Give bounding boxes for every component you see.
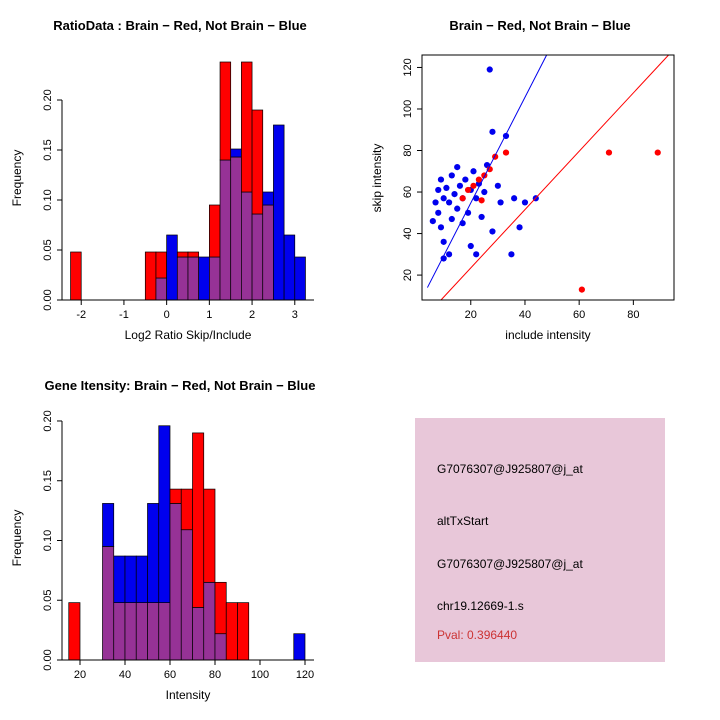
hist-gene-plot: 20 40 60 80 100 120 0.00 0.05 0.10 0.15 0.20 (42, 410, 314, 681)
event-type-line: altTxStart (437, 514, 489, 528)
svg-text:60: 60 (402, 186, 414, 198)
panel-scatter: 20 40 60 80 20 40 60 80 100 120 Brain − Red, Not … (360, 0, 720, 360)
svg-text:-2: -2 (76, 309, 86, 321)
hist-ratio-plot: -2 -1 0 1 2 3 0.00 0.05 0.10 0.15 0.20 (42, 61, 314, 321)
svg-text:100: 100 (402, 100, 414, 118)
scatter-xlabel: include intensity (505, 328, 591, 342)
svg-text:2: 2 (249, 309, 255, 321)
svg-text:-1: -1 (119, 309, 129, 321)
svg-text:0.20: 0.20 (42, 89, 54, 110)
hist-ratio-ylabel: Frequency (10, 149, 24, 207)
svg-text:0.10: 0.10 (42, 189, 54, 210)
svg-text:80: 80 (209, 669, 221, 681)
axes: 20 40 60 80 20 40 60 80 100 120 (402, 54, 675, 321)
svg-text:0.05: 0.05 (42, 239, 54, 260)
svg-text:120: 120 (296, 669, 314, 681)
svg-text:80: 80 (627, 309, 639, 321)
svg-text:80: 80 (402, 144, 414, 156)
svg-text:0.20: 0.20 (42, 410, 54, 431)
svg-text:20: 20 (465, 309, 477, 321)
svg-text:20: 20 (402, 269, 414, 281)
probe-id-line: G7076307@J925807@j_at (437, 462, 583, 476)
location-line: chr19.12669-1.s (437, 599, 524, 613)
info-box: G7076307@J925807@j_at altTxStart G707630… (415, 418, 665, 662)
svg-text:0.15: 0.15 (42, 470, 54, 491)
hist-gene-title: Gene Itensity: Brain − Red, Not Brain − … (44, 378, 316, 393)
svg-text:20: 20 (74, 669, 86, 681)
scatter-ylabel: skip intensity (370, 143, 384, 213)
svg-text:0.00: 0.00 (42, 649, 54, 670)
svg-text:0.00: 0.00 (42, 289, 54, 310)
panel-hist-gene: 20 40 60 80 100 120 0.00 0.05 0.10 0.15 0.20 Gene … (0, 360, 360, 720)
svg-text:120: 120 (402, 58, 414, 76)
svg-text:0.10: 0.10 (42, 530, 54, 551)
svg-text:3: 3 (292, 309, 298, 321)
svg-text:60: 60 (573, 309, 585, 321)
histogram-bars (68, 425, 306, 661)
hist-ratio-xlabel: Log2 Ratio Skip/Include (124, 328, 252, 342)
hist-ratio-title: RatioData : Brain − Red, Not Brain − Blu… (53, 18, 307, 33)
scatter-points (429, 66, 661, 293)
svg-text:40: 40 (519, 309, 531, 321)
fit-lines (426, 54, 669, 301)
panel-hist-ratio: -2 -1 0 1 2 3 0.00 0.05 0.10 0.15 0.20 RatioData :… (0, 0, 360, 360)
pval-line: Pval: 0.396440 (437, 628, 518, 642)
svg-text:1: 1 (206, 309, 212, 321)
axes: -2 -1 0 1 2 3 0.00 0.05 0.10 0.15 0.20 (42, 89, 314, 321)
hist-gene-ylabel: Frequency (10, 509, 24, 567)
scatter-plot: 20 40 60 80 20 40 60 80 100 120 (402, 54, 675, 321)
hist-gene-xlabel: Intensity (165, 688, 211, 702)
svg-text:100: 100 (251, 669, 269, 681)
svg-text:0.05: 0.05 (42, 590, 54, 611)
svg-text:60: 60 (164, 669, 176, 681)
scatter-title: Brain − Red, Not Brain − Blue (449, 18, 631, 33)
histogram-bars (70, 61, 306, 301)
svg-text:40: 40 (119, 669, 131, 681)
probe-id-line-2: G7076307@J925807@j_at (437, 557, 583, 571)
panel-info: G7076307@J925807@j_at altTxStart G707630… (360, 360, 720, 720)
svg-text:40: 40 (402, 227, 414, 239)
svg-text:0: 0 (164, 309, 170, 321)
svg-text:0.15: 0.15 (42, 139, 54, 160)
axes: 20 40 60 80 100 120 0.00 0.05 0.10 0.15 0.20 (42, 410, 314, 681)
